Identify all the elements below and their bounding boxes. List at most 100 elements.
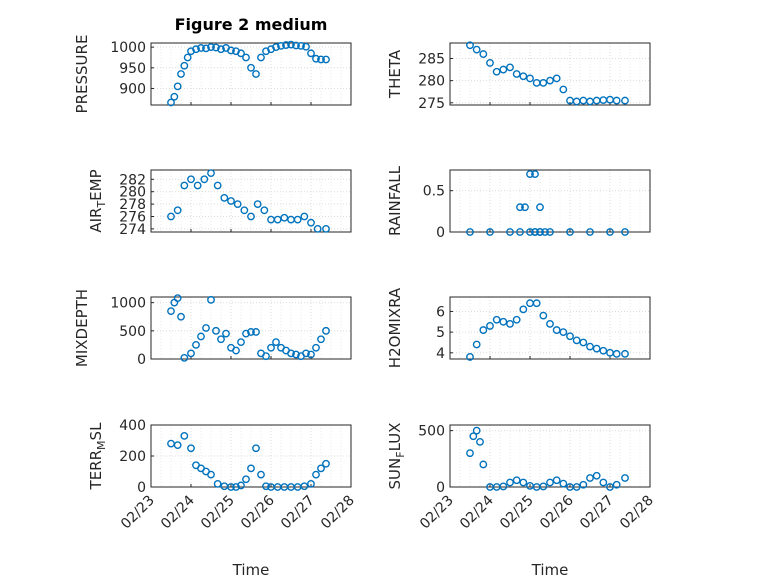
plot-5-data-point (262, 352, 270, 361)
plot-2-data-point (539, 78, 548, 87)
plot-4-data-point (531, 170, 539, 179)
plot-7-data-point (180, 431, 189, 440)
plot-4-data-point (531, 228, 539, 236)
plot-1-data-point (287, 40, 295, 49)
plot-6-data-point (519, 305, 528, 314)
plot-6-data-point (472, 340, 481, 349)
plot-4-ylabel: RAINFALL (386, 165, 404, 236)
plot-3-data-point (227, 197, 235, 205)
plot-1-ytick-label: 900 (119, 81, 146, 97)
plot-1-data-point (202, 44, 210, 53)
plot-7-data-point (262, 482, 270, 491)
plot-6-data-point (559, 328, 568, 337)
plot-1-data-point (237, 49, 245, 58)
plot-6-ytick-label: 6 (436, 304, 445, 320)
plot-3-data-point (213, 181, 222, 190)
plot-3-data-point (187, 175, 195, 184)
plot-2-data-point (621, 96, 629, 105)
plot-6-data-point (592, 344, 601, 353)
plot-4-data-point (586, 228, 594, 236)
plot-1-data-point (183, 53, 192, 62)
plot-2-data-point (466, 41, 474, 50)
plot-8-data-point (472, 426, 481, 435)
plot-1-data-point (173, 82, 182, 91)
plot-6-data-point (499, 317, 508, 326)
plot-3-ytick-label: 274 (119, 222, 146, 238)
plot-5-mixdepth: 0 500 1000 MIXDEPTH (73, 289, 352, 368)
plot-5-data-point (207, 295, 215, 304)
plot-7-data-point (232, 483, 240, 491)
plot-3-data-point (307, 218, 315, 227)
plot-5-data-point (187, 349, 195, 358)
plot-1-data-point (217, 45, 225, 54)
plot-4-data-point (536, 228, 544, 236)
plot-8-ylabel: SUNFLUX (386, 423, 407, 490)
plot-8-ytick-label: 0 (436, 480, 445, 496)
plot-2-data-point (552, 74, 561, 83)
plot-1-data-point (302, 42, 310, 51)
plot-1-data-point (317, 55, 325, 64)
plot-6-data-point (586, 342, 594, 351)
plot-3-data-point (180, 181, 189, 190)
plot-1-ytick-label: 950 (119, 61, 146, 77)
plot-7-data-point (252, 444, 260, 453)
plot-5-data-point (242, 329, 250, 338)
plot-5-data-point (237, 338, 245, 346)
plot-6-data-point (466, 353, 474, 361)
plot-2-data-point (546, 76, 554, 85)
plot-4-data-point (521, 203, 529, 212)
plot-1-data-point (297, 41, 305, 50)
plot-5-data-point (167, 307, 175, 315)
plot-6-data-point (566, 332, 574, 341)
plot-2-data-point (472, 45, 481, 54)
plot-3-data-point (173, 206, 182, 215)
plot-3-data-point (200, 175, 209, 184)
plot-1-data-point (272, 43, 280, 52)
plot-5-data-point (197, 332, 205, 341)
plot-1-data-point (207, 43, 215, 52)
plot-2-data-point (492, 67, 501, 76)
plot-7-data-point (247, 464, 255, 473)
plot-2-axes-box (449, 42, 651, 106)
plot-8-data-point (512, 476, 521, 485)
plot-8-xlabel: Time (531, 561, 569, 579)
plot-7-data-point (317, 464, 325, 473)
plot-2-data-point (479, 50, 488, 58)
plot-7-data-point (207, 470, 215, 479)
plot-1-data-point (247, 63, 255, 72)
plot-1-data-point (282, 41, 290, 49)
plot-8-data-point (552, 476, 561, 485)
plot-6-data-point (492, 315, 501, 324)
plot-7-data-point (300, 482, 309, 491)
plot-4-data-point (516, 203, 524, 212)
plot-8-data-point (499, 482, 508, 491)
plot-5-data-point (322, 326, 330, 335)
plot-5-data-point (287, 349, 295, 358)
plot-4-ytick-label: 0 (436, 225, 445, 241)
plot-7-data-point (257, 470, 265, 479)
plot-3-ytick-label: 278 (119, 197, 146, 213)
plot-1-data-point (312, 54, 320, 63)
plot-1-data-point (197, 44, 205, 52)
plot-5-ytick-label: 0 (137, 352, 146, 368)
plot-1-data-point (277, 41, 285, 50)
plot-2-data-point (512, 70, 521, 78)
plot-8-axes-box (449, 424, 651, 488)
plot-6-ytick-label: 4 (436, 346, 445, 362)
plot-2-data-point (612, 96, 621, 105)
plot-7-ytick-label: 0 (137, 480, 146, 496)
plot-1-data-point (192, 45, 200, 54)
plot-5-data-point (317, 335, 325, 344)
plot-3-data-point (247, 212, 255, 221)
plot-7-data-point (322, 459, 330, 468)
plot-8-data-point (559, 479, 568, 488)
plot-6-ylabel: H2OMIXRA (386, 287, 404, 368)
plot-4-data-point (621, 228, 629, 236)
plot-7-xlabel: Time (232, 561, 270, 579)
plot-5-data-point (202, 324, 210, 332)
plot-5-axes-box (150, 296, 352, 360)
plot-3-data-point (300, 212, 309, 221)
plot-3-data-point (240, 206, 249, 215)
plot-7-data-point (312, 470, 320, 479)
